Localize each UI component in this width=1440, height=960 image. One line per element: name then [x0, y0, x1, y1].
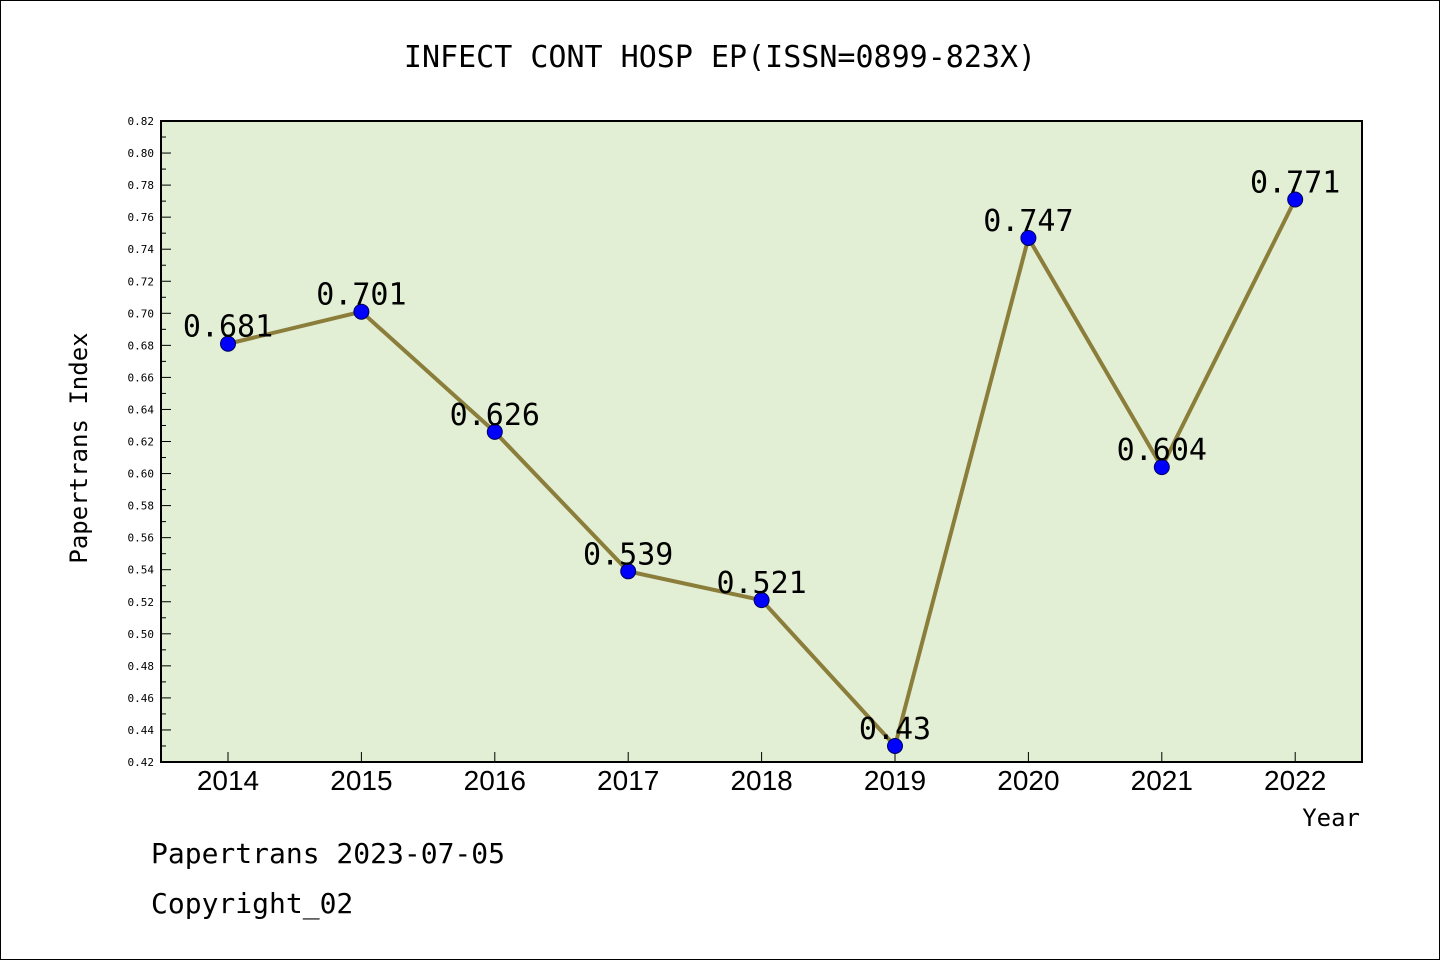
x-tick-label: 2022	[1264, 765, 1326, 796]
data-label: 0.771	[1250, 166, 1340, 201]
y-tick-label: 0.42	[128, 756, 155, 769]
x-tick-label: 2019	[864, 765, 926, 796]
data-point	[353, 303, 370, 320]
data-label: 0.626	[450, 398, 540, 433]
x-axis: 2014 2015 2016 2017 2018 2019 2020 2021 2022	[197, 752, 1326, 796]
chart-title: INFECT CONT HOSP EP(ISSN=0899-823X)	[404, 40, 1036, 75]
data-point	[1020, 229, 1037, 246]
plot-area	[160, 120, 1363, 763]
y-tick-label: 0.66	[128, 371, 155, 384]
data-point	[220, 335, 236, 352]
data-label: 0.604	[1117, 433, 1207, 468]
x-tick-label: 2021	[1131, 765, 1193, 796]
series-markers	[220, 191, 1304, 754]
y-tick-label: 0.48	[128, 660, 155, 673]
y-tick-label: 0.76	[128, 211, 155, 224]
x-tick-label: 2016	[464, 765, 526, 796]
y-tick-label: 0.80	[128, 147, 155, 160]
x-tick-label: 2014	[197, 765, 259, 796]
data-label: 0.539	[583, 537, 673, 572]
y-tick-label: 0.72	[128, 275, 155, 288]
data-point	[1153, 459, 1170, 476]
x-tick-label: 2018	[730, 765, 792, 796]
y-tick-label: 0.70	[128, 307, 155, 320]
x-tick-label: 2017	[597, 765, 659, 796]
y-tick-label: 0.46	[128, 692, 155, 705]
y-tick-label: 0.54	[128, 564, 155, 577]
y-tick-label: 0.60	[128, 468, 155, 481]
y-tick-label: 0.78	[128, 179, 155, 192]
data-label: 0.747	[983, 204, 1073, 239]
data-point	[620, 563, 637, 580]
x-tick-label: 2015	[330, 765, 392, 796]
y-tick-label: 0.50	[128, 628, 155, 641]
y-tick-label: 0.82	[128, 115, 155, 128]
data-label: 0.681	[183, 310, 273, 345]
y-axis-label: Papertrans Index	[65, 332, 93, 563]
y-tick-label: 0.44	[128, 724, 155, 737]
data-point	[486, 423, 503, 440]
data-label: 0.43	[859, 712, 931, 747]
data-point	[887, 737, 903, 754]
y-tick-label: 0.62	[128, 436, 155, 449]
y-tick-label: 0.58	[128, 500, 155, 513]
x-axis-label: Year	[1302, 804, 1360, 832]
data-point	[753, 592, 770, 609]
footer-date: Papertrans 2023-07-05	[151, 837, 506, 870]
data-label: 0.521	[716, 566, 806, 601]
y-tick-label: 0.68	[128, 339, 155, 352]
data-point	[1287, 191, 1304, 208]
data-label: 0.701	[316, 278, 406, 313]
y-tick-label: 0.74	[128, 243, 155, 256]
x-tick-label: 2020	[997, 765, 1059, 796]
y-axis: 0.42 0.44 0.46 0.48 0.50 0.52 0.54 0.56 0.58 0.60…	[128, 115, 171, 769]
y-tick-label: 0.56	[128, 532, 155, 545]
y-tick-label: 0.52	[128, 596, 155, 609]
footer-copyright: Copyright_02	[151, 887, 354, 920]
y-tick-label: 0.64	[128, 403, 155, 416]
data-labels: 0.681 0.701 0.626 0.539 0.521 0.43 0.747 0.604 0…	[183, 166, 1341, 747]
